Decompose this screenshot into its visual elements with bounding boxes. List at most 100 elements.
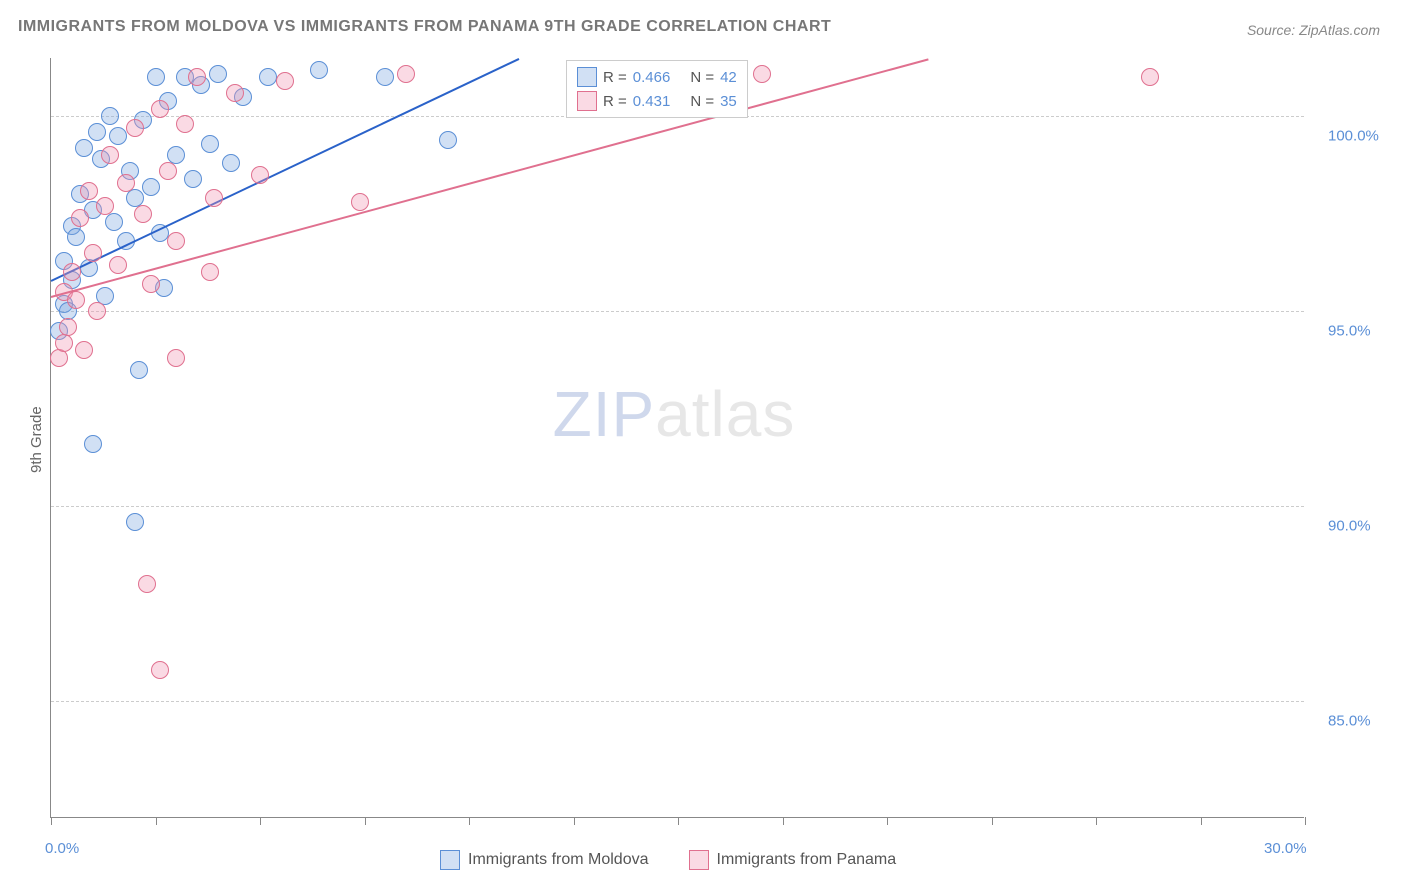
scatter-point xyxy=(84,435,102,453)
x-tick-mark xyxy=(260,817,261,825)
scatter-point xyxy=(159,162,177,180)
correlation-legend: R =0.466N =42R =0.431N =35 xyxy=(566,60,748,118)
scatter-point xyxy=(167,232,185,250)
y-tick-label: 95.0% xyxy=(1328,323,1371,340)
legend-swatch xyxy=(577,67,597,87)
x-tick-mark xyxy=(887,817,888,825)
series-name: Immigrants from Moldova xyxy=(468,851,649,869)
scatter-point xyxy=(67,228,85,246)
scatter-point xyxy=(201,263,219,281)
series-legend-item: Immigrants from Panama xyxy=(689,850,897,870)
scatter-point xyxy=(126,119,144,137)
x-tick-mark xyxy=(365,817,366,825)
x-tick-mark xyxy=(574,817,575,825)
y-tick-label: 90.0% xyxy=(1328,518,1371,535)
scatter-point xyxy=(142,275,160,293)
scatter-point xyxy=(96,197,114,215)
legend-swatch xyxy=(577,91,597,111)
scatter-point xyxy=(1141,68,1159,86)
scatter-point xyxy=(397,65,415,83)
scatter-point xyxy=(117,174,135,192)
scatter-point xyxy=(376,68,394,86)
scatter-point xyxy=(67,291,85,309)
scatter-point xyxy=(205,189,223,207)
scatter-point xyxy=(71,209,89,227)
x-tick-label: 30.0% xyxy=(1264,840,1307,857)
scatter-point xyxy=(310,61,328,79)
scatter-point xyxy=(151,661,169,679)
gridline xyxy=(51,506,1304,507)
series-legend: Immigrants from Moldova Immigrants from P… xyxy=(440,850,896,870)
x-tick-mark xyxy=(1305,817,1306,825)
scatter-point xyxy=(75,341,93,359)
source-label: Source: xyxy=(1247,22,1295,38)
legend-swatch xyxy=(440,850,460,870)
y-tick-label: 100.0% xyxy=(1328,128,1379,145)
scatter-point xyxy=(126,513,144,531)
scatter-point xyxy=(109,127,127,145)
x-tick-mark xyxy=(783,817,784,825)
scatter-point xyxy=(201,135,219,153)
watermark: ZIPatlas xyxy=(553,377,796,451)
scatter-point xyxy=(209,65,227,83)
scatter-point xyxy=(75,139,93,157)
legend-n-value: 35 xyxy=(720,93,737,110)
scatter-point xyxy=(80,182,98,200)
y-axis-label-text: 9th Grade xyxy=(28,406,45,473)
scatter-point xyxy=(84,244,102,262)
scatter-point xyxy=(226,84,244,102)
legend-r-value: 0.431 xyxy=(633,93,671,110)
legend-r-label: R = xyxy=(603,93,627,110)
scatter-point xyxy=(167,349,185,367)
legend-row: R = 0.431 N = 35 xyxy=(577,89,737,113)
x-tick-mark xyxy=(992,817,993,825)
x-tick-mark xyxy=(156,817,157,825)
series-legend-item: Immigrants from Moldova xyxy=(440,850,649,870)
scatter-point xyxy=(351,193,369,211)
scatter-point xyxy=(753,65,771,83)
x-tick-mark xyxy=(469,817,470,825)
scatter-point xyxy=(251,166,269,184)
legend-n-label: N = xyxy=(690,93,714,110)
scatter-point xyxy=(259,68,277,86)
legend-n-value: 42 xyxy=(720,69,737,86)
x-tick-mark xyxy=(1201,817,1202,825)
scatter-point xyxy=(63,263,81,281)
scatter-point xyxy=(138,575,156,593)
scatter-point xyxy=(176,115,194,133)
scatter-point xyxy=(105,213,123,231)
scatter-point xyxy=(101,146,119,164)
scatter-point xyxy=(142,178,160,196)
x-tick-label: 0.0% xyxy=(45,840,79,857)
x-tick-mark xyxy=(51,817,52,825)
scatter-point xyxy=(151,100,169,118)
scatter-point xyxy=(276,72,294,90)
trend-line xyxy=(51,58,929,298)
source-attribution: Source: ZipAtlas.com xyxy=(1247,22,1380,38)
scatter-point xyxy=(130,361,148,379)
y-tick-label: 85.0% xyxy=(1328,713,1371,730)
source-value: ZipAtlas.com xyxy=(1299,22,1380,38)
scatter-point xyxy=(101,107,119,125)
scatter-point xyxy=(439,131,457,149)
scatter-point xyxy=(59,318,77,336)
scatter-point xyxy=(88,123,106,141)
scatter-point xyxy=(55,334,73,352)
watermark-part1: ZIP xyxy=(553,378,656,450)
watermark-part2: atlas xyxy=(655,378,795,450)
scatter-point xyxy=(222,154,240,172)
gridline xyxy=(51,701,1304,702)
x-tick-mark xyxy=(1096,817,1097,825)
chart-title-text: IMMIGRANTS FROM MOLDOVA VS IMMIGRANTS FR… xyxy=(18,18,831,35)
scatter-point xyxy=(147,68,165,86)
scatter-point xyxy=(184,170,202,188)
gridline xyxy=(51,311,1304,312)
scatter-point xyxy=(88,302,106,320)
scatter-point xyxy=(50,349,68,367)
chart-title: IMMIGRANTS FROM MOLDOVA VS IMMIGRANTS FR… xyxy=(18,18,831,36)
scatter-chart: ZIPatlas xyxy=(50,58,1304,818)
series-name: Immigrants from Panama xyxy=(717,851,897,869)
legend-r-label: R = xyxy=(603,69,627,86)
scatter-point xyxy=(109,256,127,274)
x-tick-mark xyxy=(678,817,679,825)
